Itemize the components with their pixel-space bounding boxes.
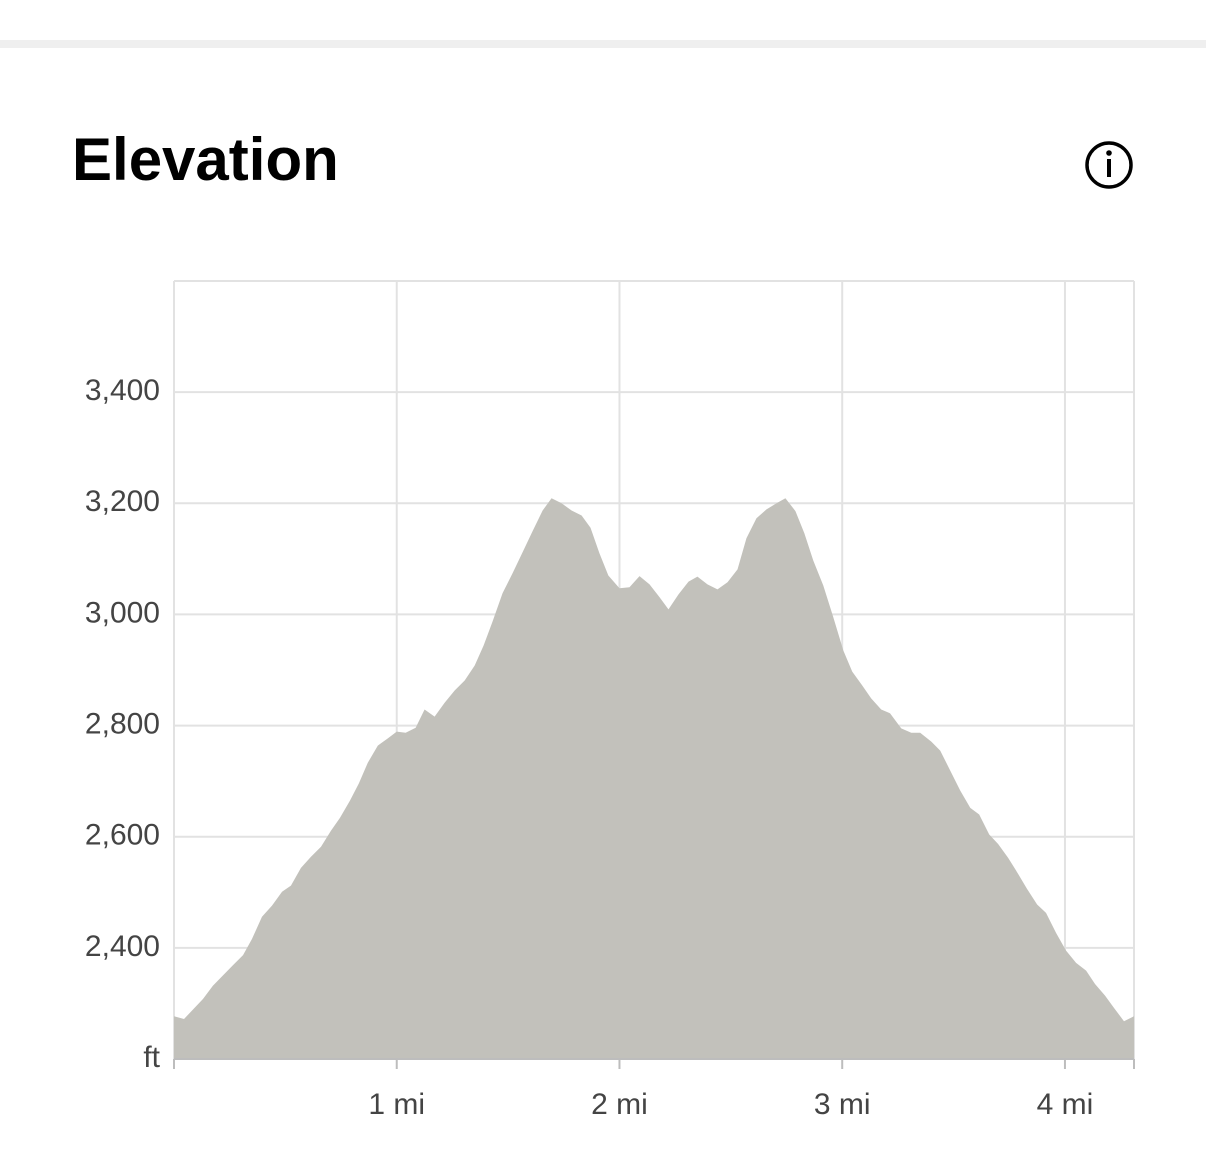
y-tick-label: ft [143, 1041, 160, 1074]
y-tick-label: 2,600 [85, 819, 160, 852]
x-tick-label: 1 mi [368, 1088, 425, 1121]
info-button[interactable] [1085, 141, 1133, 189]
x-tick-label: 4 mi [1037, 1088, 1094, 1121]
info-icon-bar [1107, 159, 1111, 177]
x-tick-label: 3 mi [814, 1088, 871, 1121]
y-tick-label: 3,200 [85, 485, 160, 518]
x-tick-label: 2 mi [591, 1088, 648, 1121]
info-icon-dot [1106, 150, 1112, 156]
chart-title: Elevation [72, 126, 339, 193]
y-tick-label: 2,400 [85, 930, 160, 963]
top-divider [0, 40, 1206, 48]
y-tick-label: 3,000 [85, 596, 160, 629]
info-icon[interactable] [1085, 141, 1133, 189]
y-tick-label: 2,800 [85, 707, 160, 740]
elevation-area [174, 498, 1134, 1059]
y-tick-label: 3,400 [85, 374, 160, 407]
